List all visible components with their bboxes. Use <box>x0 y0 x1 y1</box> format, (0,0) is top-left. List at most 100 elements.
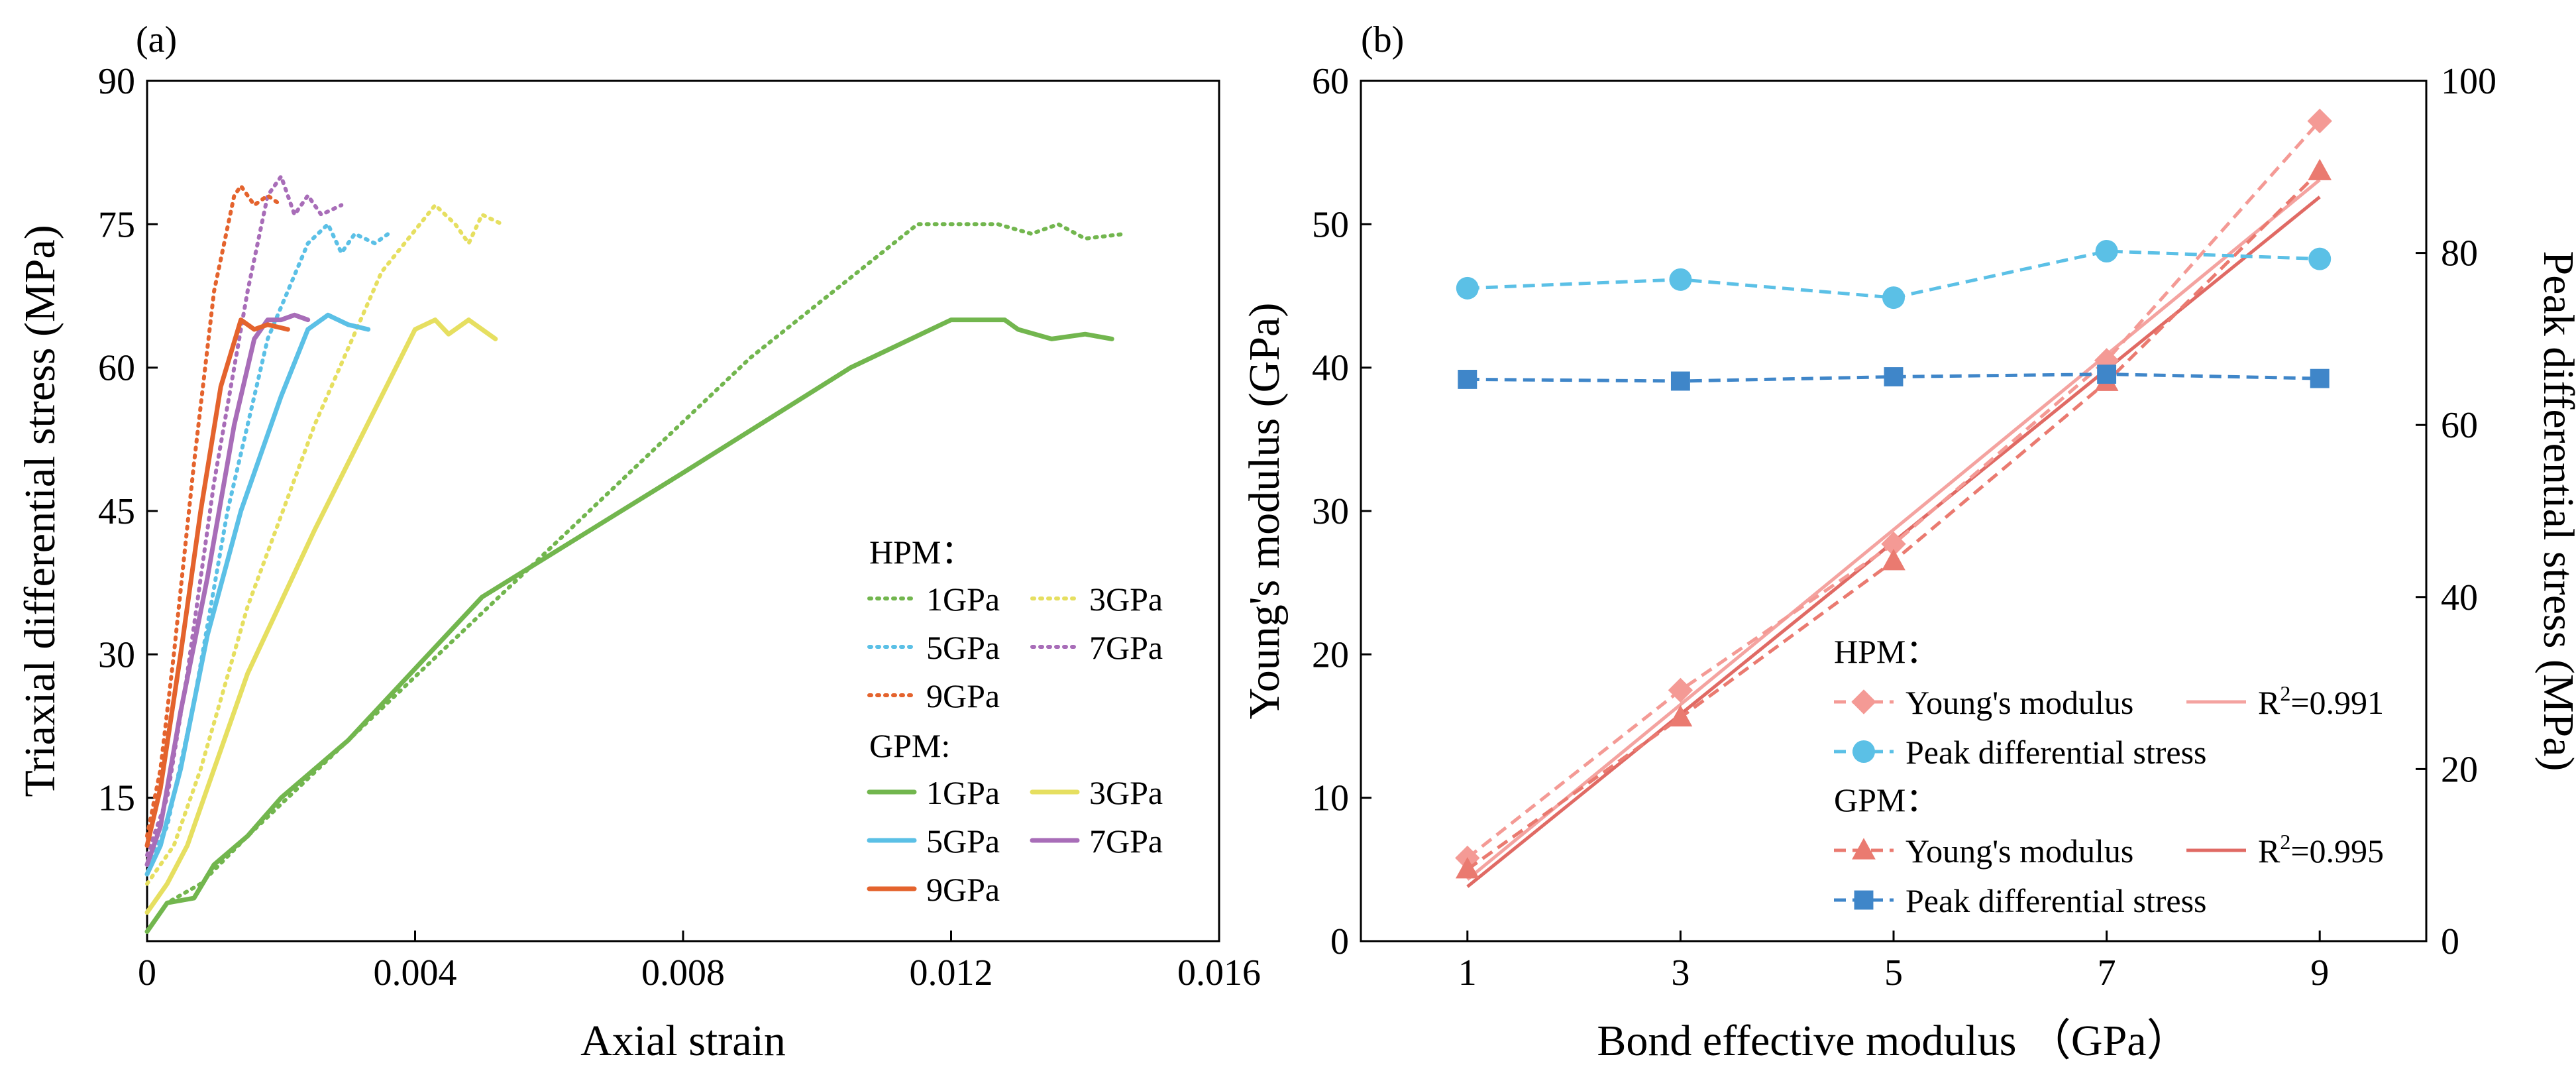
panel-b-x-tick-label: 9 <box>2310 952 2329 994</box>
panel-a-series-line-8 <box>144 312 311 868</box>
panel-b-series-3-marker <box>1458 369 1477 389</box>
panel-a-y-axis-label: Triaxial differential stress (MPa) <box>16 225 64 797</box>
r2-base: R <box>2258 832 2281 870</box>
panel-b-x-tick-label: 1 <box>1458 952 1477 994</box>
r2-superscript: 2 <box>2280 681 2290 705</box>
panel-a-x-axis-label: Axial strain <box>580 1017 786 1065</box>
panel-b-y2-tick-label: 80 <box>2441 233 2478 274</box>
panel-a-legend-label: 3GPa <box>1089 774 1163 811</box>
panel-b-y2-tick-label: 40 <box>2441 577 2478 618</box>
panel-a-legend: HPM： 1GPa 3GPa 5GPa 7GPa 9GPa GPM: 1GPa 3GPa 5GPa… <box>867 534 1163 908</box>
panel-a-x-tick-label: 0.008 <box>641 952 725 994</box>
panel-b-legend-marker <box>1852 740 1875 763</box>
panel-b-legend-label: Young's modulus <box>1905 832 2133 870</box>
panel-b-y-tick-label: 20 <box>1312 634 1349 675</box>
panel-a-legend-label: 7GPa <box>1089 823 1163 860</box>
panel-b-x-tick-label: 5 <box>1884 952 1903 994</box>
r2-superscript: 2 <box>2280 830 2290 854</box>
panel-a-x-tick-label: 0 <box>138 952 156 994</box>
panel-b: (b) 1 3 5 7 9 0 10 20 30 40 50 60 0 20 40 60 80 100 Bond … <box>1240 19 2576 1065</box>
panel-a-series-line-4 <box>145 184 284 838</box>
panel-b-series-3-marker <box>2097 365 2117 384</box>
panel-a: (a) 0 0.004 0.008 0.012 0.016 15 30 45 60 75 90 Ax… <box>16 19 1261 1065</box>
panel-b-legend-title: GPM： <box>1834 781 1939 819</box>
panel-a-series-group <box>144 174 1128 935</box>
panel-a-y-tick-label: 30 <box>98 634 135 675</box>
panel-a-x-tick-label: 0.004 <box>374 952 457 994</box>
panel-b-x-tick-label: 3 <box>1671 952 1690 994</box>
panel-b-legend-r2-label: R2=0.995 <box>2258 830 2384 870</box>
panel-b-series-line-4 <box>1466 178 2321 881</box>
panel-b-y-tick-label: 40 <box>1312 348 1349 389</box>
panel-b-x-axis-label: Bond effective modulus （GPa） <box>1597 1017 2190 1065</box>
panel-a-legend-title: HPM： <box>869 534 974 571</box>
panel-a-label: (a) <box>136 19 177 60</box>
panel-b-y-tick-label: 10 <box>1312 778 1349 819</box>
panel-b-series-0-marker <box>1881 532 1906 557</box>
panel-b-y2-tick-label: 60 <box>2441 405 2478 446</box>
panel-b-y-tick-label: 0 <box>1330 921 1349 962</box>
panel-b-legend-label: Peak differential stress <box>1905 734 2207 771</box>
panel-b-series-group <box>1455 108 2332 888</box>
panel-b-series-0-marker <box>1668 677 1693 703</box>
panel-a-legend-label: 9GPa <box>926 677 1000 714</box>
panel-b-y2-tick-label: 0 <box>2441 921 2459 962</box>
panel-b-legend-title: HPM： <box>1834 633 1939 670</box>
panel-b-series-1-marker <box>2308 158 2332 180</box>
panel-a-x-tick-label: 0.012 <box>910 952 993 994</box>
r2-value: =0.995 <box>2290 832 2384 870</box>
panel-a-legend-label: 1GPa <box>926 581 1000 618</box>
panel-a-legend-label: 1GPa <box>926 774 1000 811</box>
panel-b-y2-tick-label: 20 <box>2441 749 2478 790</box>
panel-a-legend-label: 3GPa <box>1089 581 1163 618</box>
panel-b-legend-marker <box>1851 689 1876 714</box>
panel-b-axis-ticks: 1 3 5 7 9 0 10 20 30 40 50 60 0 20 40 60 80 100 <box>1312 61 2496 994</box>
panel-b-y-tick-label: 50 <box>1312 204 1349 245</box>
panel-b-label: (b) <box>1361 19 1404 60</box>
panel-a-series-line-1 <box>145 203 504 886</box>
r2-base: R <box>2258 684 2281 721</box>
panel-a-legend-label: 5GPa <box>926 823 1000 860</box>
panel-b-series-2-marker <box>1456 276 1479 300</box>
panel-a-y-tick-label: 45 <box>98 491 135 532</box>
panel-b-legend-label: Young's modulus <box>1905 684 2133 721</box>
panel-a-y-tick-label: 60 <box>98 348 135 389</box>
panel-b-series-1-marker <box>1668 705 1693 727</box>
panel-a-legend-title: GPM: <box>869 727 950 764</box>
panel-b-series-0-marker <box>2307 108 2332 134</box>
panel-b-legend-r2-label: R2=0.991 <box>2258 681 2384 721</box>
panel-a-legend-label: 9GPa <box>926 871 1000 908</box>
panel-a-x-tick-label: 0.016 <box>1177 952 1261 994</box>
panel-b-series-3-marker <box>1670 371 1690 391</box>
r2-value: =0.991 <box>2290 684 2384 721</box>
panel-b-series-line-3 <box>1467 372 2320 383</box>
panel-b-y-tick-label: 30 <box>1312 491 1349 532</box>
panel-b-series-2-marker <box>1669 268 1692 291</box>
panel-b-y-tick-label: 60 <box>1312 61 1349 102</box>
panel-a-y-tick-label: 15 <box>98 778 135 819</box>
panel-b-series-2-marker <box>1882 286 1905 310</box>
panel-b-series-1-marker <box>1882 549 1905 571</box>
panel-b-y2-tick-label: 100 <box>2441 61 2496 102</box>
panel-b-series-2-marker <box>2308 247 2332 270</box>
panel-b-y-axis-label: Young's modulus (GPa) <box>1240 303 1289 720</box>
panel-a-y-tick-label: 90 <box>98 61 135 102</box>
panel-a-series-line-5 <box>144 317 1114 935</box>
panel-a-series-line-6 <box>144 317 498 915</box>
panel-b-series-3-marker <box>2310 369 2330 388</box>
panel-b-y2-axis-label: Peak differential stress (MPa) <box>2534 251 2576 771</box>
panel-a-legend-label: 5GPa <box>926 629 1000 666</box>
panel-b-legend-marker <box>1854 890 1874 910</box>
panel-a-y-tick-label: 75 <box>98 204 135 245</box>
panel-b-x-tick-label: 7 <box>2098 952 2116 994</box>
panel-b-legend-marker <box>1852 838 1876 860</box>
panel-b-legend-label: Peak differential stress <box>1905 882 2207 919</box>
panel-a-legend-label: 7GPa <box>1089 629 1163 666</box>
panel-a-series-line-9 <box>144 317 290 848</box>
panel-b-series-3-marker <box>1884 367 1904 386</box>
panel-a-axis-ticks: 0 0.004 0.008 0.012 0.016 15 30 45 60 75 90 <box>98 61 1261 994</box>
panel-a-series-line-7 <box>144 312 371 877</box>
panel-b-series-1-marker <box>1455 857 1479 879</box>
